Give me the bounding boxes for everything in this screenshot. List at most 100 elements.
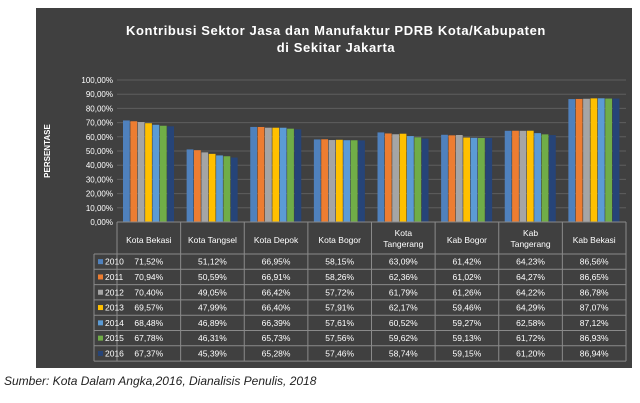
data-label: 47,99% [198,303,227,313]
data-label: 59,62% [389,333,418,343]
bar-2016-kab-tangerang [549,135,556,222]
data-label: 63,09% [389,257,418,267]
category-label: Tangerang [383,239,423,249]
bar-2012-kota-bekasi [137,122,145,222]
data-label: 86,56% [580,257,609,267]
bar-2012-kota-bogor [328,140,336,222]
bar-2011-kab-bogor [448,135,456,222]
y-axis-label: PERSENTASE [43,124,52,178]
data-label: 46,31% [198,333,227,343]
category-label: Kota Bogor [318,235,361,245]
data-label: 61,72% [516,333,545,343]
data-label: 49,05% [198,287,227,297]
bar-2010-kota-tangerang [377,132,385,222]
data-label: 62,17% [389,303,418,313]
legend-label-2012: 2012 [105,287,124,297]
data-label: 64,22% [516,287,545,297]
data-label: 66,95% [262,257,291,267]
data-label: 70,40% [134,287,163,297]
data-label: 46,89% [198,318,227,328]
data-label: 65,73% [262,333,291,343]
y-tick-label: 30,00% [86,175,113,184]
y-tick-label: 80,00% [86,104,113,113]
data-label: 64,27% [516,272,545,282]
legend-label-2015: 2015 [105,333,124,343]
bar-2011-kota-bekasi [130,121,138,222]
data-label: 62,58% [516,318,545,328]
category-label: Kota Bekasi [126,235,171,245]
bar-2010-kab-bogor [441,134,448,222]
bar-2012-kab-bogor [455,135,463,222]
legend-label-2011: 2011 [105,272,124,282]
bar-2015-kab-tangerang [541,134,549,222]
data-label: 87,07% [580,303,609,313]
data-label: 61,42% [453,257,482,267]
y-tick-label: 50,00% [86,147,113,156]
data-label: 60,52% [389,318,418,328]
legend-label-2010: 2010 [105,257,124,267]
data-label: 57,91% [325,303,354,313]
legend-label-2016: 2016 [105,348,124,358]
y-tick-label: 10,00% [86,204,113,213]
bar-2010-kota-bogor [313,139,321,222]
category-label: Kab Bekasi [573,235,616,245]
bar-2012-kota-tangerang [392,134,400,222]
y-tick-label: 40,00% [86,161,113,170]
bar-2016-kota-tangsel [230,157,238,222]
legend-swatch-2016 [98,350,103,356]
bar-2015-kota-tangsel [223,156,231,222]
legend-label-2014: 2014 [105,318,124,328]
bar-2010-kota-depok [250,126,258,222]
data-label: 71,52% [134,257,163,267]
data-label: 65,28% [262,348,291,358]
category-label: Kota Depok [254,235,299,245]
chart: Kontribusi Sektor Jasa dan Manufaktur PD… [43,23,627,362]
data-label: 86,93% [580,333,609,343]
legend-swatch-2011 [98,274,103,280]
bar-2012-kota-tangsel [201,152,209,222]
bar-2014-kota-tangerang [407,136,414,222]
bar-2013-kota-tangerang [399,133,407,222]
bar-2012-kota-depok [265,127,272,222]
legend-swatch-2010 [98,259,103,265]
data-label: 58,74% [389,348,418,358]
data-label: 86,65% [580,272,609,282]
bar-2014-kota-depok [279,127,287,222]
data-label: 64,23% [516,257,545,267]
bar-2012-kab-bekasi [583,98,590,222]
bar-2014-kab-tangerang [534,133,542,222]
bar-2013-kab-bekasi [590,98,598,222]
bar-2014-kota-tangsel [216,155,223,222]
bar-2016-kota-depok [294,129,302,222]
data-label: 67,37% [134,348,163,358]
bar-2013-kab-bogor [463,137,471,222]
bar-2015-kota-bekasi [159,125,167,222]
data-label: 66,42% [262,287,291,297]
data-label: 87,12% [580,318,609,328]
data-label: 61,79% [389,287,418,297]
bar-2014-kab-bekasi [597,98,605,222]
data-label: 50,59% [198,272,227,282]
y-tick-label: 70,00% [86,119,113,128]
bar-2014-kota-bogor [343,140,351,222]
data-label: 61,02% [453,272,482,282]
category-label: Kab [523,228,538,238]
data-label: 64,29% [516,303,545,313]
category-label: Kota Tangsel [188,235,237,245]
bar-2010-kab-tangerang [504,130,512,222]
bar-2016-kota-bekasi [167,126,175,222]
bar-2013-kota-bekasi [145,123,152,222]
bar-2011-kab-tangerang [512,130,519,222]
legend-swatch-2015 [98,335,103,341]
bar-2014-kab-bogor [470,137,478,222]
bar-2011-kota-tangsel [194,150,201,222]
bar-2013-kota-tangsel [208,153,216,222]
bar-2016-kab-bekasi [612,98,620,222]
data-label: 62,36% [389,272,418,282]
y-tick-label: 20,00% [86,190,113,199]
bar-2010-kab-bekasi [568,99,576,222]
category-label: Kab Bogor [447,235,487,245]
data-label: 61,26% [453,287,482,297]
legend-label-2013: 2013 [105,303,124,313]
data-label: 61,20% [516,348,545,358]
